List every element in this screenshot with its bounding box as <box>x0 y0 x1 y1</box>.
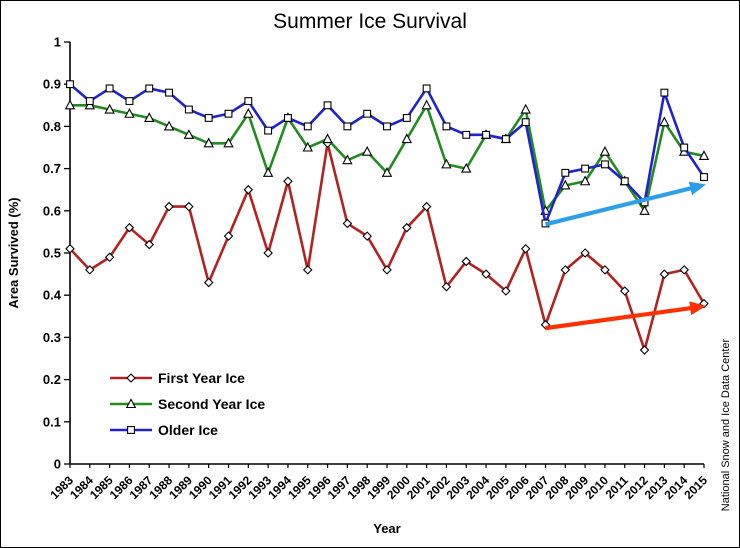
svg-text:0.4: 0.4 <box>43 288 62 303</box>
legend-label-older-ice: Older Ice <box>158 422 218 438</box>
svg-text:0.5: 0.5 <box>43 246 61 261</box>
svg-text:0.7: 0.7 <box>43 161 61 176</box>
legend-sample-first-year-ice <box>110 373 152 383</box>
legend-label-second-year-ice: Second Year Ice <box>158 396 265 412</box>
legend-sample-second-year-ice <box>110 398 152 409</box>
svg-text:0.6: 0.6 <box>43 203 61 218</box>
svg-text:0.8: 0.8 <box>43 119 61 134</box>
svg-text:0.2: 0.2 <box>43 372 61 387</box>
watermark-credit: National Snow and Ice Data Center <box>720 338 732 511</box>
legend-label-first-year-ice: First Year Ice <box>158 370 245 386</box>
legend: First Year Ice Second Year Ice Older Ice <box>110 370 265 438</box>
y-axis-label: Area Survived (%) <box>6 197 21 308</box>
svg-text:1: 1 <box>54 35 61 50</box>
x-axis-label: Year <box>373 521 400 536</box>
svg-text:0.3: 0.3 <box>43 330 61 345</box>
svg-text:0.9: 0.9 <box>43 77 61 92</box>
chart-title: Summer Ice Survival <box>273 10 467 33</box>
svg-text:0: 0 <box>54 457 61 472</box>
svg-text:0.1: 0.1 <box>43 414 61 429</box>
legend-sample-older-ice <box>110 426 152 434</box>
